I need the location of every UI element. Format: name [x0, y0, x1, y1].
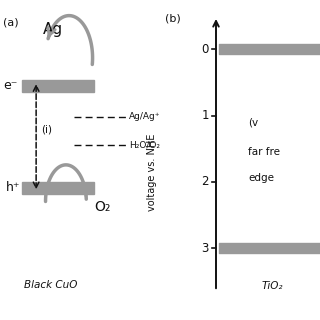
Text: (a): (a) — [3, 17, 19, 27]
Text: (v: (v — [248, 117, 258, 127]
Text: Black CuO: Black CuO — [24, 280, 77, 290]
Polygon shape — [22, 182, 94, 194]
Text: voltage vs. NHE: voltage vs. NHE — [147, 133, 157, 211]
Text: Ag/Ag⁺: Ag/Ag⁺ — [129, 113, 160, 122]
Text: e⁻: e⁻ — [4, 79, 18, 92]
Text: H₂O/O₂: H₂O/O₂ — [129, 141, 160, 150]
Text: 2: 2 — [201, 175, 209, 188]
Text: edge: edge — [248, 173, 274, 183]
Text: (i): (i) — [42, 125, 52, 135]
Text: (b): (b) — [165, 13, 180, 23]
Text: O₂: O₂ — [94, 200, 110, 214]
Text: 0: 0 — [201, 43, 209, 56]
Text: 1: 1 — [201, 109, 209, 122]
Polygon shape — [22, 80, 94, 92]
Text: TiO₂: TiO₂ — [261, 281, 283, 291]
Text: far fre: far fre — [248, 147, 280, 157]
Text: h⁺: h⁺ — [6, 181, 20, 194]
Text: 3: 3 — [201, 242, 209, 254]
Text: Ag: Ag — [43, 22, 63, 37]
